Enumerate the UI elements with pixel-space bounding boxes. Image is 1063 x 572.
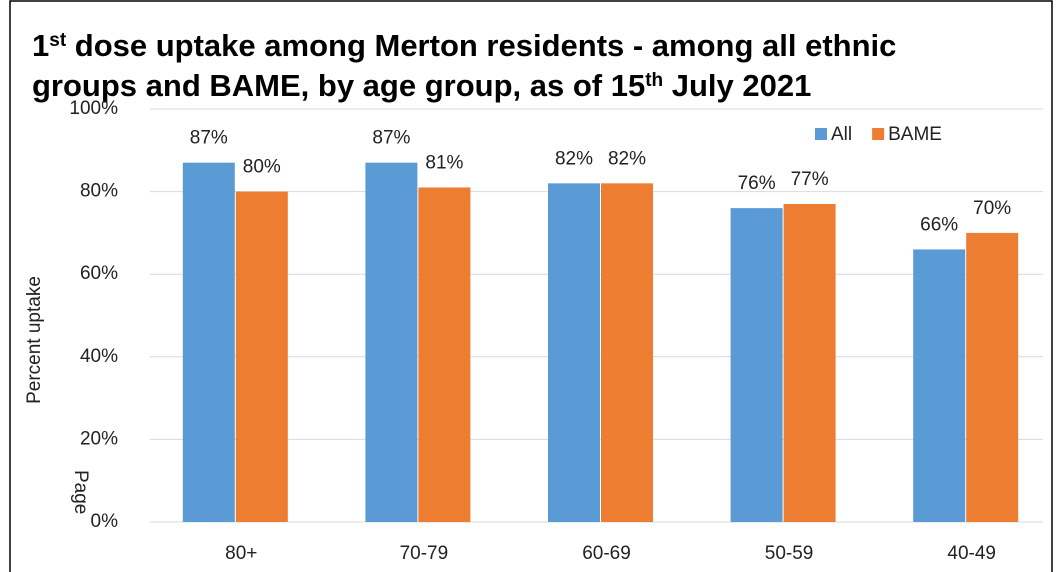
bar bbox=[548, 183, 600, 522]
legend-label: BAME bbox=[888, 124, 942, 145]
legend-label: All bbox=[831, 124, 852, 145]
bar bbox=[783, 203, 836, 523]
y-tick-label: 40% bbox=[80, 346, 118, 367]
y-tick-label: 100% bbox=[69, 98, 118, 119]
y-tick-label: 0% bbox=[91, 511, 119, 532]
x-tick-label: 70-79 bbox=[400, 543, 449, 564]
y-tick-label: 20% bbox=[80, 428, 118, 449]
y-axis-label: Percent uptake bbox=[24, 276, 45, 404]
bar bbox=[601, 183, 653, 522]
title-segment: st bbox=[49, 30, 67, 51]
bar bbox=[418, 187, 471, 522]
data-label: 87% bbox=[190, 128, 228, 149]
data-label: 70% bbox=[973, 198, 1011, 219]
x-tick-label: 80+ bbox=[225, 543, 257, 564]
title-segment: th bbox=[645, 70, 663, 91]
x-tick-label: 50-59 bbox=[765, 543, 814, 564]
title-segment: dose uptake among Merton residents - amo… bbox=[66, 28, 896, 63]
data-label: 82% bbox=[608, 148, 646, 169]
data-label: 76% bbox=[738, 173, 776, 194]
data-label: 87% bbox=[372, 128, 410, 149]
data-label: 81% bbox=[425, 152, 463, 173]
bar bbox=[730, 208, 783, 522]
data-label: 82% bbox=[555, 148, 593, 169]
title-segment: July 2021 bbox=[663, 68, 811, 103]
y-tick-label: 60% bbox=[80, 263, 118, 284]
x-tick-label: 40-49 bbox=[947, 543, 996, 564]
data-label: 77% bbox=[791, 169, 829, 190]
legend-swatch bbox=[872, 128, 885, 140]
chart-title: 1st dose uptake among Merton residents -… bbox=[32, 28, 896, 63]
bar bbox=[966, 232, 1019, 522]
title-segment: groups and BAME, by age group, as of 15 bbox=[32, 68, 645, 103]
y-tick-label: 80% bbox=[80, 181, 118, 202]
page-label: Page bbox=[70, 470, 91, 514]
bar bbox=[182, 162, 235, 522]
bar bbox=[235, 191, 288, 522]
data-label: 66% bbox=[920, 214, 958, 235]
chart-frame bbox=[9, 0, 1053, 572]
legend-swatch bbox=[815, 128, 827, 140]
chart-title: groups and BAME, by age group, as of 15t… bbox=[32, 68, 811, 103]
data-label: 80% bbox=[243, 157, 281, 178]
bar bbox=[365, 162, 418, 522]
title-segment: 1 bbox=[32, 28, 49, 63]
bar bbox=[913, 249, 966, 523]
x-tick-label: 60-69 bbox=[582, 543, 631, 564]
